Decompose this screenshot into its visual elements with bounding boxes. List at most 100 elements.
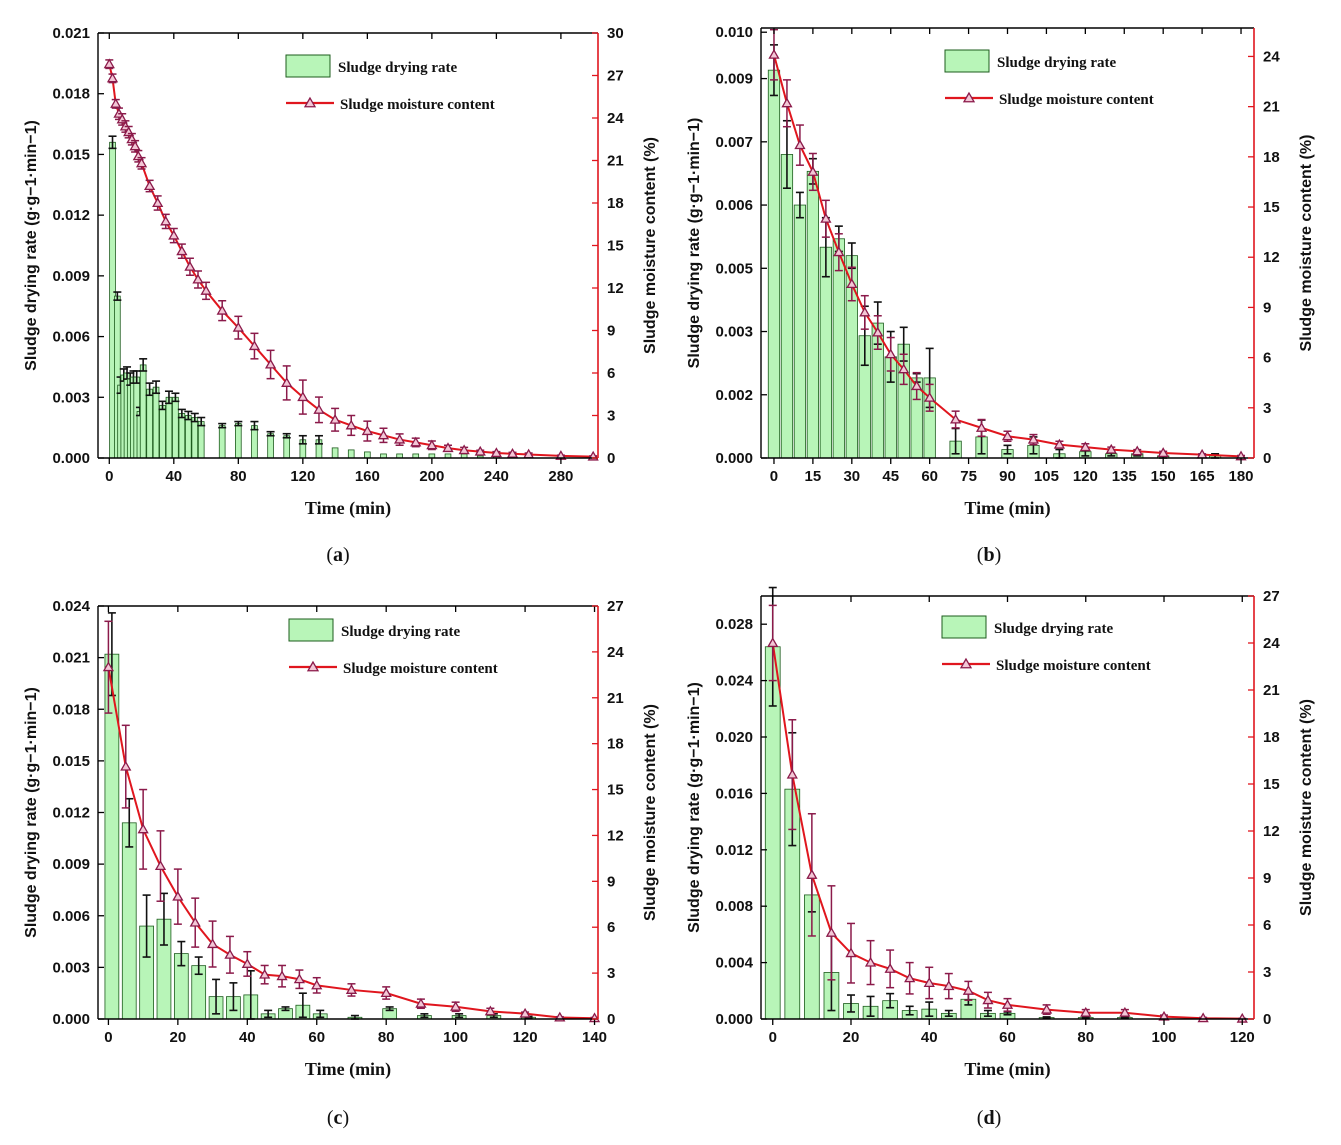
moisture-point (329, 413, 341, 424)
legend-bar-label: Sludge drying rate (997, 55, 1117, 71)
moisture-point (102, 661, 115, 672)
moisture-point (442, 442, 454, 453)
y-left-axis-label: Sludge drying rate (g·g−1·min−1) (686, 118, 703, 369)
caption-paren: ) (342, 1107, 349, 1129)
x-tick-label: 20 (170, 1029, 187, 1046)
legend-line-marker (959, 657, 973, 669)
x-tick-label: 45 (882, 468, 899, 485)
bar (165, 396, 173, 459)
panel-caption: (c) (327, 1107, 349, 1129)
y-left-tick-label: 0.003 (52, 389, 90, 406)
moisture-point (110, 98, 122, 108)
moisture-point (129, 140, 141, 151)
x-axis-label: Time (min) (305, 498, 391, 519)
y-right-tick-label: 27 (607, 68, 624, 85)
bar (267, 433, 274, 459)
y-right-axis-label: Sludge moisture content (%) (642, 704, 659, 921)
moisture-point (911, 380, 923, 391)
y-right-tick-label: 18 (1263, 149, 1280, 166)
moisture-point (768, 48, 780, 59)
bar (152, 386, 160, 459)
x-tick-label: 40 (165, 468, 182, 485)
moisture-point (106, 72, 119, 83)
bar (806, 170, 820, 459)
moisture-point (380, 987, 392, 998)
y-left-tick-label: 0.000 (715, 450, 753, 467)
moisture-point (506, 447, 519, 458)
moisture-point (184, 260, 196, 271)
y-right-tick-label: 6 (607, 365, 615, 382)
moisture-point (949, 413, 962, 424)
caption-letter: a (333, 544, 343, 566)
x-tick-label: 40 (239, 1029, 256, 1046)
x-tick-label: 0 (104, 1029, 112, 1046)
y-left-axis-label: Sludge drying rate (g·g−1·min−1) (686, 682, 703, 933)
x-tick-label: 120 (1230, 1029, 1255, 1046)
legend-line-label: Sludge moisture content (340, 97, 495, 113)
moisture-point (345, 419, 357, 430)
y-left-tick-label: 0.009 (52, 856, 90, 873)
y-right-tick-label: 0 (607, 1011, 615, 1028)
caption-paren: ) (995, 1107, 1002, 1129)
moisture-point (313, 404, 325, 414)
moisture-point (297, 391, 309, 402)
y-right-tick-label: 24 (607, 110, 624, 127)
y-left-tick-label: 0.003 (52, 959, 90, 976)
x-tick-label: 180 (1229, 468, 1254, 485)
x-tick-label: 60 (999, 1029, 1016, 1046)
y-left-tick-label: 0.018 (52, 86, 90, 103)
bar (347, 449, 355, 459)
panel-caption: (b) (977, 544, 1001, 566)
chart-panel-a: 0 40 80 120 160 200 240 2800.0000.0030.0060.009… (23, 25, 659, 566)
legend-line-label: Sludge moisture content (343, 661, 498, 677)
bar (780, 154, 794, 459)
bar (185, 415, 192, 459)
y-left-tick-label: 0.012 (52, 805, 90, 822)
moisture-point (192, 273, 204, 284)
x-axis-label: Time (min) (964, 1059, 1050, 1080)
x-tick-label: 90 (999, 468, 1016, 485)
y-right-tick-label: 24 (1263, 48, 1280, 65)
y-left-tick-label: 0.016 (715, 785, 753, 802)
caption-paren: ) (343, 544, 350, 566)
moisture-point (982, 994, 994, 1005)
y-left-tick-label: 0.000 (52, 450, 90, 467)
bar (767, 69, 781, 459)
y-right-tick-label: 3 (607, 408, 615, 425)
y-left-tick-label: 0.012 (52, 207, 90, 224)
moisture-point (474, 445, 486, 456)
x-tick-label: 240 (484, 468, 509, 485)
moisture-point (1131, 445, 1143, 456)
y-right-tick-label: 12 (1263, 249, 1280, 266)
moisture-point (259, 968, 271, 979)
moisture-point (845, 947, 857, 958)
x-tick-label: 40 (921, 1029, 938, 1046)
y-right-tick-label: 9 (1263, 870, 1271, 887)
y-right-tick-label: 9 (607, 873, 615, 890)
moisture-point (807, 166, 819, 176)
bar (197, 421, 205, 459)
chart-panel-d: 0 20 40 60 80 100 1200.0000.0040.0080.0120.016… (686, 586, 1315, 1129)
chart-panel-b: 0 15 30 45 60 75 90 105 120 135 150 165 1800.0000.00… (686, 24, 1315, 566)
y-right-tick-label: 0 (1263, 450, 1271, 467)
legend-bar-swatch (288, 618, 334, 642)
moisture-point (1157, 447, 1169, 458)
moisture-point (767, 637, 779, 648)
moisture-point (281, 377, 293, 387)
bar (364, 451, 371, 459)
y-right-tick-label: 24 (1263, 635, 1280, 652)
legend-line-marker (306, 660, 320, 672)
y-right-tick-label: 0 (1263, 1011, 1271, 1028)
moisture-point (962, 984, 974, 995)
y-right-tick-label: 6 (607, 919, 615, 936)
y-right-tick-label: 12 (1263, 823, 1280, 840)
moisture-point (137, 823, 149, 834)
moisture-point (410, 436, 422, 447)
y-right-tick-label: 3 (1263, 400, 1271, 417)
moisture-point (924, 391, 936, 402)
bar (191, 417, 199, 459)
moisture-point (519, 1007, 531, 1018)
moisture-point (377, 429, 390, 440)
moisture-point (864, 956, 877, 967)
